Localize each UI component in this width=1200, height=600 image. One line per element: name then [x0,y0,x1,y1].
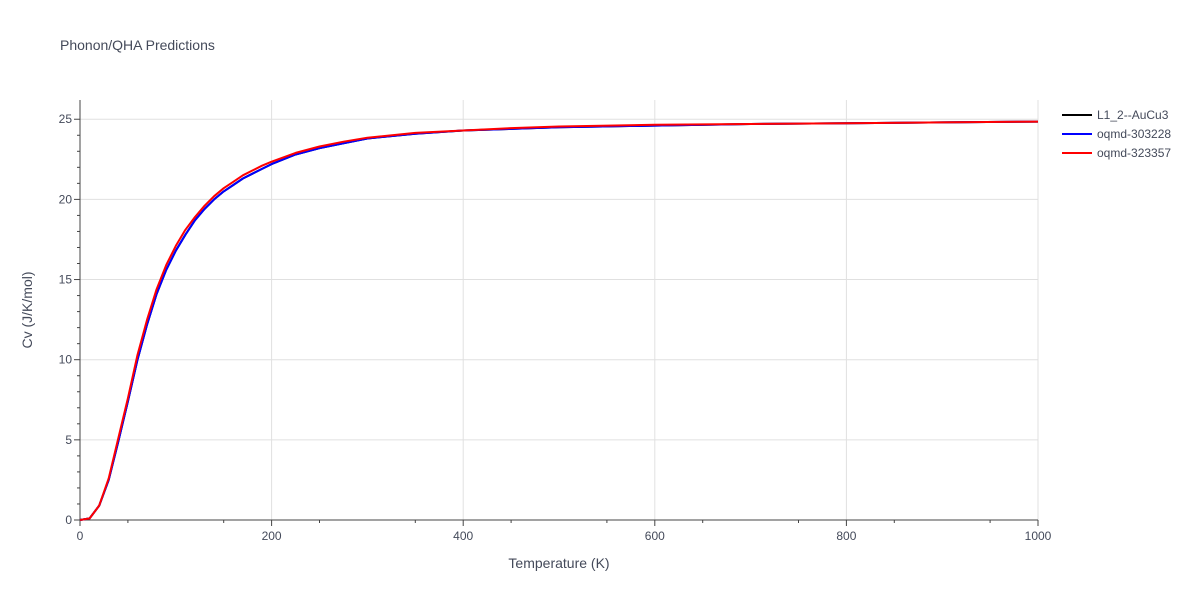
x-tick-label: 200 [262,529,282,543]
y-tick-label: 15 [59,273,73,287]
legend-label: oqmd-303228 [1097,127,1171,141]
x-tick-label: 400 [453,529,473,543]
y-tick-label: 0 [65,513,72,527]
y-tick-label: 10 [59,353,73,367]
x-tick-label: 600 [645,529,665,543]
legend-label: oqmd-323357 [1097,146,1171,160]
legend-item[interactable]: oqmd-323357 [1062,146,1171,160]
legend-item[interactable]: oqmd-303228 [1062,127,1171,141]
legend[interactable]: L1_2--AuCu3 oqmd-303228 oqmd-323357 [1062,108,1171,160]
x-tick-label: 1000 [1025,529,1052,543]
legend-item[interactable]: L1_2--AuCu3 [1062,108,1169,122]
legend-label: L1_2--AuCu3 [1097,108,1169,122]
y-axis-label: Cv (J/K/mol) [19,272,35,349]
x-axis-label: Temperature (K) [508,555,609,571]
chart-title: Phonon/QHA Predictions [60,37,215,53]
series-line-1 [79,120,1039,521]
y-tick-label: 5 [65,433,72,447]
x-tick-label: 0 [77,529,84,543]
y-tick-label: 20 [59,192,73,206]
axes: 0 200 400 600 800 1000 0 5 10 15 20 25 [59,100,1052,543]
y-tick-label: 25 [59,112,73,126]
series-line-2 [79,120,1039,521]
series-line-3 [79,120,1039,521]
series-group [79,120,1039,521]
x-tick-label: 800 [836,529,856,543]
grid [80,100,1039,520]
